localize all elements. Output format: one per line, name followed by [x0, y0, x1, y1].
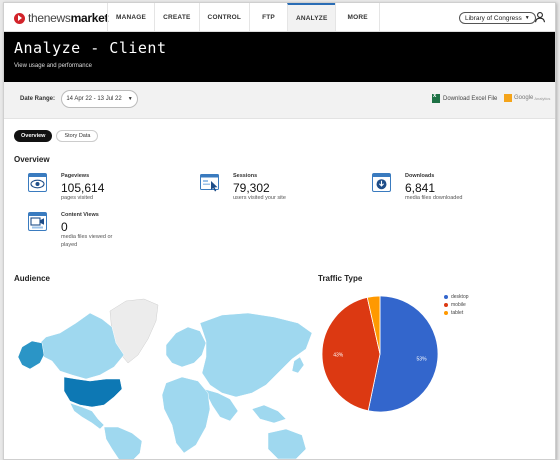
page-title: Analyze - Client — [14, 39, 167, 57]
app-window: thenews market MANAGE CREATE CONTROL FTP … — [3, 2, 556, 460]
download-excel-label: Download Excel File — [443, 95, 498, 102]
pie-label-desktop: 53% — [417, 356, 428, 362]
metric-sessions: Sessions 79,302 users visited your site — [200, 173, 360, 207]
page-header: Analyze - Client View usage and performa… — [4, 32, 555, 82]
download-icon — [372, 173, 391, 192]
map-region-africa — [161, 376, 211, 454]
traffic-type-heading: Traffic Type — [318, 274, 363, 283]
tab-story-data[interactable]: Story Data — [56, 130, 99, 142]
legend-item-tablet[interactable]: tablet — [444, 309, 469, 317]
eye-icon — [28, 173, 47, 192]
logo-text-left: thenews — [28, 11, 71, 25]
legend-label-desktop: desktop — [451, 294, 469, 300]
pie-slice-mobile[interactable] — [321, 296, 381, 412]
user-icon[interactable] — [534, 11, 546, 23]
audience-heading: Audience — [14, 274, 51, 283]
sessions-description: users visited your site — [233, 195, 286, 201]
metric-content-views: Content Views 0 media files viewed or pl… — [28, 212, 188, 252]
map-region-europe — [165, 326, 207, 368]
content-views-description: media files viewed or played — [61, 234, 113, 248]
legend-item-mobile[interactable]: mobile — [444, 301, 469, 309]
legend-dot-tablet — [444, 311, 448, 315]
nav-create[interactable]: CREATE — [154, 3, 198, 31]
pie-slice-tablet[interactable] — [366, 295, 381, 355]
google-analytics-icon — [504, 94, 512, 102]
traffic-type-pie-chart[interactable]: 53% 43% — [318, 293, 442, 415]
logo[interactable]: thenews market — [14, 11, 108, 25]
overview-heading: Overview — [14, 155, 50, 164]
audience-world-map[interactable] — [16, 293, 314, 460]
content-views-value: 0 — [61, 220, 68, 234]
pie-slice-desktop[interactable] — [367, 295, 439, 413]
top-navigation: thenews market MANAGE CREATE CONTROL FTP … — [4, 3, 555, 32]
pageviews-label: Pageviews — [61, 173, 90, 179]
date-range-value: 14 Apr 22 - 13 Jul 22 — [66, 96, 122, 102]
nav-ftp[interactable]: FTP — [249, 3, 287, 31]
legend-item-desktop[interactable]: desktop — [444, 293, 469, 301]
pie-label-mobile: 43% — [333, 352, 344, 358]
logo-text-right: market — [70, 11, 109, 25]
map-region-south-america — [103, 426, 143, 459]
pageviews-description: pages visited — [61, 195, 94, 201]
view-tabs: Overview Story Data — [14, 130, 99, 142]
nav-more[interactable]: MORE — [335, 3, 380, 31]
downloads-description: media files downloaded — [405, 195, 463, 201]
metric-downloads: Downloads 6,841 media files downloaded — [372, 173, 532, 207]
main-menu: MANAGE CREATE CONTROL FTP ANALYZE MORE — [107, 3, 380, 31]
date-range-label: Date Range: — [20, 96, 56, 102]
map-region-japan — [291, 356, 305, 374]
organization-select[interactable]: Library of Congress ▼ — [459, 12, 536, 24]
filter-bar: Date Range: 14 Apr 22 - 13 Jul 22 ▼ Down… — [4, 82, 555, 119]
map-region-usa — [63, 376, 123, 408]
excel-icon — [432, 93, 440, 103]
legend-dot-desktop — [444, 295, 448, 299]
metric-pageviews: Pageviews 105,614 pages visited — [28, 173, 188, 207]
legend-label-tablet: tablet — [451, 310, 464, 316]
page-subtitle: View usage and performance — [14, 63, 92, 69]
map-region-australia — [267, 428, 307, 459]
sessions-value: 79,302 — [233, 181, 270, 195]
downloads-label: Downloads — [405, 173, 435, 179]
browser-cursor-icon — [200, 174, 219, 192]
organization-name: Library of Congress — [465, 14, 522, 22]
legend-label-mobile: mobile — [451, 302, 466, 308]
tab-overview[interactable]: Overview — [14, 130, 53, 142]
nav-manage[interactable]: MANAGE — [107, 3, 154, 31]
map-region-southeast-asia — [251, 404, 287, 424]
chevron-down-icon: ▼ — [127, 96, 133, 102]
nav-control[interactable]: CONTROL — [198, 3, 250, 31]
nav-analyze[interactable]: ANALYZE — [286, 3, 336, 31]
map-region-asia — [199, 312, 313, 398]
google-analytics-label: Google — [514, 95, 534, 101]
play-logo-icon — [14, 12, 25, 24]
map-region-canada — [37, 312, 125, 380]
map-region-middle-east — [203, 388, 239, 422]
google-analytics-sublabel: Analytics — [534, 95, 551, 101]
content-views-label: Content Views — [61, 212, 99, 218]
date-range-select[interactable]: 14 Apr 22 - 13 Jul 22 ▼ — [61, 90, 138, 108]
traffic-type-legend: desktop mobile tablet — [444, 293, 469, 317]
downloads-value: 6,841 — [405, 181, 436, 195]
download-excel-button[interactable]: Download Excel File — [432, 93, 498, 103]
legend-dot-mobile — [444, 303, 448, 307]
video-icon — [28, 212, 47, 231]
chevron-down-icon: ▼ — [524, 15, 530, 21]
sessions-label: Sessions — [233, 173, 258, 179]
pageviews-value: 105,614 — [61, 181, 105, 195]
google-analytics-button[interactable]: Google Analytics — [504, 94, 550, 102]
map-region-mexico — [69, 402, 105, 430]
map-region-alaska — [17, 340, 45, 370]
